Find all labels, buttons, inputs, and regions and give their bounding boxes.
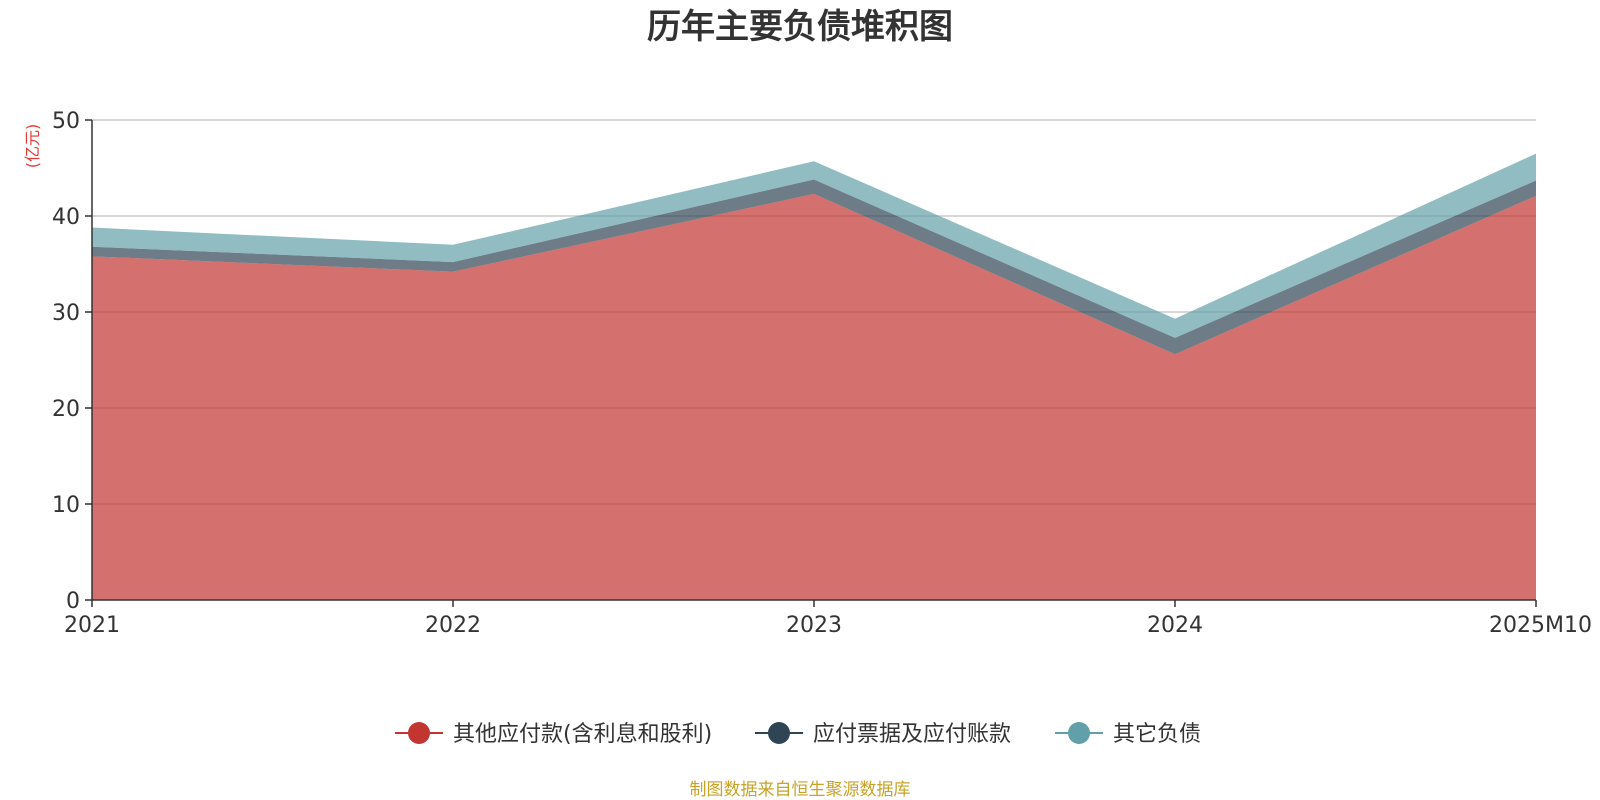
legend-marker-0 <box>408 722 430 744</box>
legend-marker-1 <box>768 722 790 744</box>
y-tick-label-5: 50 <box>52 109 80 134</box>
data-source-note: 制图数据来自恒生聚源数据库 <box>690 780 911 800</box>
legend-item-1[interactable]: 应付票据及应付账款 <box>755 722 1011 747</box>
area-series-0[interactable] <box>92 193 1536 601</box>
legend-item-2[interactable]: 其它负债 <box>1055 722 1201 747</box>
y-tick-label-4: 40 <box>52 205 80 230</box>
y-tick-label-2: 20 <box>52 397 80 422</box>
area-series-2[interactable] <box>92 153 1536 338</box>
x-tick-label-4: 2025M10 <box>1489 613 1592 638</box>
x-tick-label-0: 2021 <box>64 613 120 638</box>
y-tick-label-1: 10 <box>52 493 80 518</box>
legend-label-0: 其他应付款(含利息和股利) <box>453 722 712 747</box>
y-tick-label-3: 30 <box>52 301 80 326</box>
x-tick-label-2: 2023 <box>786 613 842 638</box>
area-series-layer <box>92 153 1536 601</box>
x-tick-label-3: 2024 <box>1147 613 1203 638</box>
y-axis-unit-label: (亿元) <box>23 124 42 169</box>
legend[interactable]: 其他应付款(含利息和股利) 应付票据及应付账款 其它负债 <box>395 722 1201 747</box>
area-series-1[interactable] <box>92 179 1536 355</box>
legend-item-0[interactable]: 其他应付款(含利息和股利) <box>395 722 712 747</box>
x-tick-label-1: 2022 <box>425 613 481 638</box>
y-tick-label-0: 0 <box>66 589 80 614</box>
legend-marker-2 <box>1068 722 1090 744</box>
chart-title: 历年主要负债堆积图 <box>647 7 953 47</box>
legend-label-2: 其它负债 <box>1113 722 1201 747</box>
axes: 0 10 20 30 40 50 2021 2022 2023 2024 2025M10 <box>52 109 1592 638</box>
legend-label-1: 应付票据及应付账款 <box>813 722 1011 747</box>
